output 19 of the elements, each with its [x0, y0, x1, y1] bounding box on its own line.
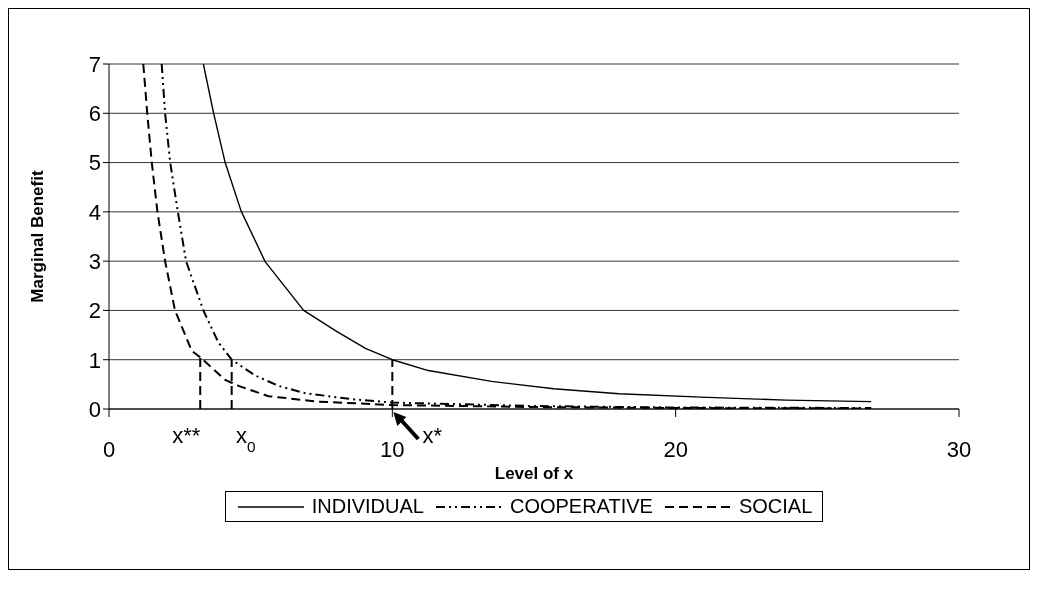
y-axis-title: Marginal Benefit [28, 170, 48, 303]
annotation: x* [422, 423, 443, 448]
legend-label: INDIVIDUAL [311, 495, 424, 518]
y-tick-label: 4 [88, 199, 101, 225]
y-tick-label: 1 [88, 347, 101, 373]
y-tick-label: 0 [88, 396, 101, 422]
annotation: x** [172, 423, 201, 448]
x-tick-label: 10 [380, 436, 405, 462]
x-tick-label: 20 [663, 436, 688, 462]
y-tick-label: 3 [88, 248, 101, 274]
x-axis-title: Level of x [494, 464, 574, 483]
y-tick-label: 2 [88, 298, 101, 324]
legend-label: COOPERATIVE [509, 495, 653, 518]
annotation: x$_{0}$ [235, 423, 256, 455]
y-tick-label: 6 [88, 101, 101, 127]
x-tick-label: 30 [946, 436, 972, 462]
y-tick-label: 5 [88, 150, 101, 176]
legend-label: SOCIAL [738, 495, 813, 518]
y-tick-label: 7 [88, 51, 101, 77]
